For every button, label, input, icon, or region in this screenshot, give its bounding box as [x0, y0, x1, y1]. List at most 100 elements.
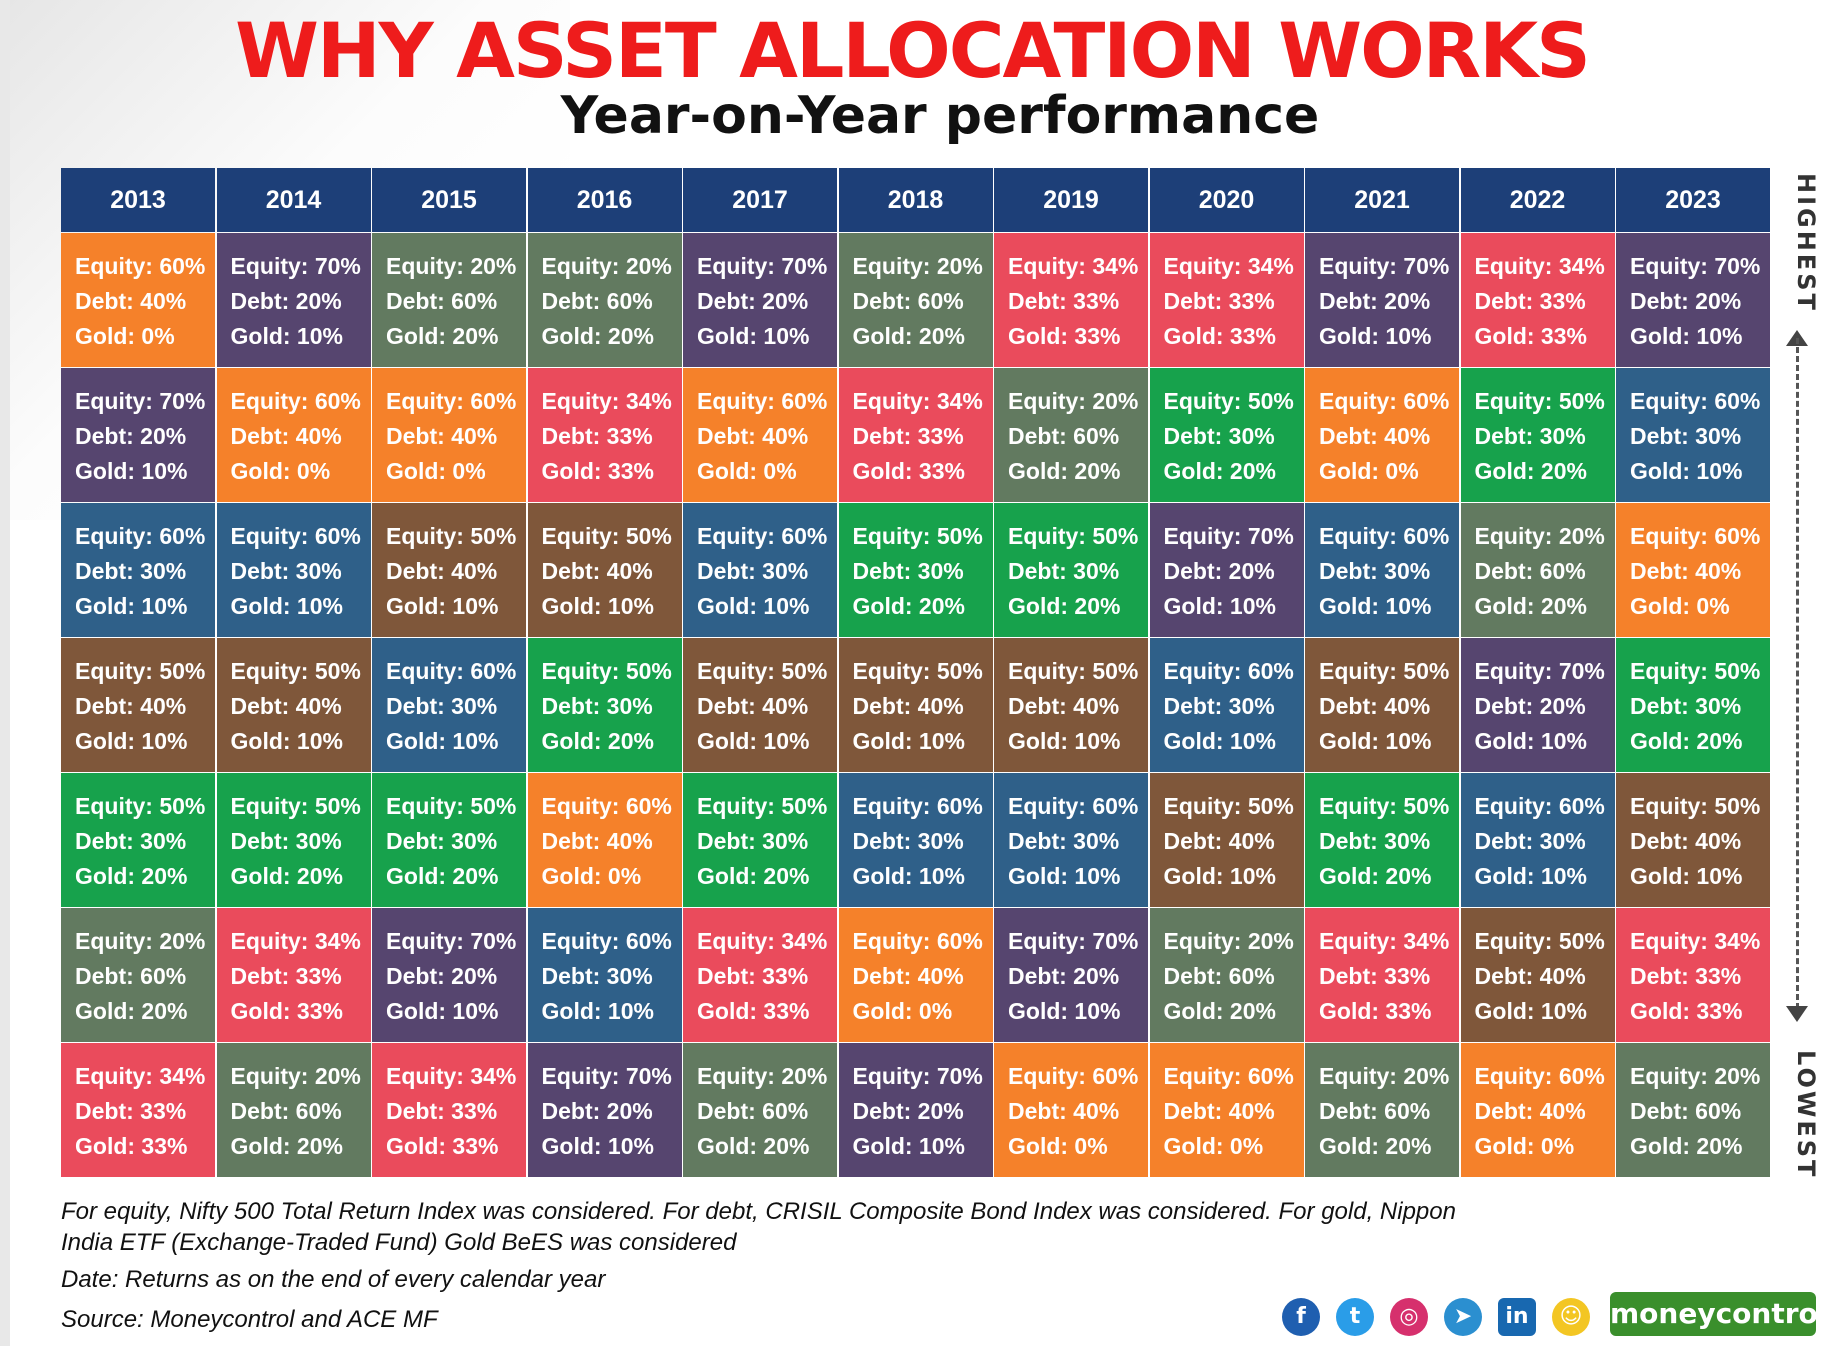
equity-share: Equity: 20%: [1008, 388, 1139, 414]
gold-share: Gold: 20%: [230, 1133, 343, 1159]
gold-share: Gold: 10%: [1319, 323, 1432, 349]
allocation-cell-2013-rank-2: Equity: 70% Debt: 20% Gold: 10%: [61, 368, 215, 502]
instagram-icon[interactable]: ◎: [1390, 1298, 1428, 1336]
gold-share: Gold: 10%: [1008, 998, 1121, 1024]
equity-share: Equity: 50%: [230, 658, 361, 684]
allocation-cell-2014-rank-7: Equity: 20% Debt: 60% Gold: 20%: [216, 1043, 371, 1177]
allocation-cell-2016-rank-1: Equity: 20% Debt: 60% Gold: 20%: [527, 233, 682, 367]
allocation-cell-2022-rank-3: Equity: 20% Debt: 60% Gold: 20%: [1460, 503, 1615, 637]
equity-share: Equity: 34%: [1008, 253, 1139, 279]
allocation-cell-2014-rank-6: Equity: 34% Debt: 33% Gold: 33%: [216, 908, 371, 1042]
side-label-lowest: LOWEST: [1792, 1050, 1820, 1180]
allocation-cell-2015-rank-6: Equity: 70% Debt: 20% Gold: 10%: [372, 908, 526, 1042]
equity-share: Equity: 34%: [852, 388, 983, 414]
equity-share: Equity: 34%: [230, 928, 361, 954]
equity-share: Equity: 70%: [1474, 658, 1605, 684]
equity-share: Equity: 50%: [230, 793, 361, 819]
equity-share: Equity: 50%: [1630, 793, 1761, 819]
debt-share: Debt: 30%: [1319, 558, 1431, 584]
twitter-icon[interactable]: t: [1336, 1298, 1374, 1336]
equity-share: Equity: 20%: [541, 253, 672, 279]
gold-share: Gold: 10%: [1630, 863, 1743, 889]
equity-share: Equity: 50%: [1008, 658, 1139, 684]
allocation-cell-2018-rank-6: Equity: 60% Debt: 40% Gold: 0%: [838, 908, 993, 1042]
equity-share: Equity: 60%: [1319, 388, 1450, 414]
facebook-icon[interactable]: f: [1282, 1298, 1320, 1336]
allocation-cell-2017-rank-1: Equity: 70% Debt: 20% Gold: 10%: [683, 233, 837, 367]
gold-share: Gold: 10%: [75, 593, 188, 619]
allocation-cell-2014-rank-4: Equity: 50% Debt: 40% Gold: 10%: [216, 638, 371, 772]
equity-share: Equity: 60%: [230, 388, 361, 414]
page-subtitle: Year-on-Year performance: [560, 86, 1320, 146]
allocation-cell-2019-rank-4: Equity: 50% Debt: 40% Gold: 10%: [994, 638, 1148, 772]
equity-share: Equity: 20%: [697, 1063, 828, 1089]
debt-share: Debt: 40%: [541, 828, 653, 854]
allocation-cell-2020-rank-1: Equity: 34% Debt: 33% Gold: 33%: [1149, 233, 1304, 367]
gold-share: Gold: 10%: [1163, 728, 1276, 754]
allocation-cell-2019-rank-3: Equity: 50% Debt: 30% Gold: 20%: [994, 503, 1148, 637]
allocation-cell-2023-rank-6: Equity: 34% Debt: 33% Gold: 33%: [1616, 908, 1770, 1042]
allocation-cell-2015-rank-4: Equity: 60% Debt: 30% Gold: 10%: [372, 638, 526, 772]
gold-share: Gold: 10%: [697, 323, 810, 349]
gold-share: Gold: 20%: [386, 863, 499, 889]
equity-share: Equity: 70%: [386, 928, 517, 954]
snapchat-icon[interactable]: ☺: [1552, 1298, 1590, 1336]
gold-share: Gold: 20%: [75, 863, 188, 889]
debt-share: Debt: 33%: [697, 963, 809, 989]
year-header-2016: 2016: [527, 168, 682, 232]
equity-share: Equity: 60%: [1008, 1063, 1139, 1089]
debt-share: Debt: 33%: [386, 1098, 498, 1124]
debt-share: Debt: 60%: [75, 963, 187, 989]
equity-share: Equity: 60%: [1630, 388, 1761, 414]
gold-share: Gold: 20%: [1630, 728, 1743, 754]
equity-share: Equity: 60%: [1474, 793, 1605, 819]
moneycontrol-logo: moneycontrol: [1610, 1292, 1824, 1336]
gold-share: Gold: 20%: [697, 1133, 810, 1159]
equity-share: Equity: 20%: [852, 253, 983, 279]
allocation-cell-2019-rank-6: Equity: 70% Debt: 20% Gold: 10%: [994, 908, 1148, 1042]
gold-share: Gold: 33%: [1630, 998, 1743, 1024]
allocation-cell-2018-rank-5: Equity: 60% Debt: 30% Gold: 10%: [838, 773, 993, 907]
allocation-cell-2018-rank-1: Equity: 20% Debt: 60% Gold: 20%: [838, 233, 993, 367]
gold-share: Gold: 10%: [386, 998, 499, 1024]
equity-share: Equity: 50%: [1630, 658, 1761, 684]
equity-share: Equity: 60%: [1474, 1063, 1605, 1089]
debt-share: Debt: 30%: [697, 558, 809, 584]
gold-share: Gold: 20%: [852, 593, 965, 619]
equity-share: Equity: 20%: [1319, 1063, 1450, 1089]
allocation-cell-2023-rank-5: Equity: 50% Debt: 40% Gold: 10%: [1616, 773, 1770, 907]
debt-share: Debt: 20%: [697, 288, 809, 314]
gold-share: Gold: 10%: [1319, 593, 1432, 619]
debt-share: Debt: 20%: [75, 423, 187, 449]
debt-share: Debt: 40%: [1163, 1098, 1275, 1124]
equity-share: Equity: 60%: [1630, 523, 1761, 549]
debt-share: Debt: 40%: [852, 963, 964, 989]
debt-share: Debt: 40%: [1008, 693, 1120, 719]
debt-share: Debt: 60%: [386, 288, 498, 314]
allocation-performance-table: 2013 Equity: 60% Debt: 40% Gold: 0% Equity: …: [61, 168, 1770, 1180]
equity-share: Equity: 34%: [1630, 928, 1761, 954]
debt-share: Debt: 20%: [1474, 693, 1586, 719]
gold-share: Gold: 10%: [1630, 458, 1743, 484]
linkedin-icon[interactable]: in: [1498, 1298, 1536, 1336]
debt-share: Debt: 40%: [1319, 423, 1431, 449]
debt-share: Debt: 40%: [386, 558, 498, 584]
allocation-cell-2017-rank-4: Equity: 50% Debt: 40% Gold: 10%: [683, 638, 837, 772]
year-header-2014: 2014: [216, 168, 371, 232]
debt-share: Debt: 33%: [1163, 288, 1275, 314]
gold-share: Gold: 10%: [1630, 323, 1743, 349]
allocation-cell-2020-rank-2: Equity: 50% Debt: 30% Gold: 20%: [1149, 368, 1304, 502]
equity-share: Equity: 60%: [852, 793, 983, 819]
debt-share: Debt: 60%: [1008, 423, 1120, 449]
gold-share: Gold: 20%: [852, 323, 965, 349]
gold-share: Gold: 10%: [697, 593, 810, 619]
gold-share: Gold: 10%: [1163, 593, 1276, 619]
equity-share: Equity: 60%: [75, 253, 206, 279]
gold-share: Gold: 0%: [1474, 1133, 1575, 1159]
gold-share: Gold: 33%: [1163, 323, 1276, 349]
telegram-icon[interactable]: ➤: [1444, 1298, 1482, 1336]
equity-share: Equity: 70%: [1008, 928, 1139, 954]
equity-share: Equity: 34%: [541, 388, 672, 414]
debt-share: Debt: 60%: [230, 1098, 342, 1124]
gold-share: Gold: 33%: [1319, 998, 1432, 1024]
